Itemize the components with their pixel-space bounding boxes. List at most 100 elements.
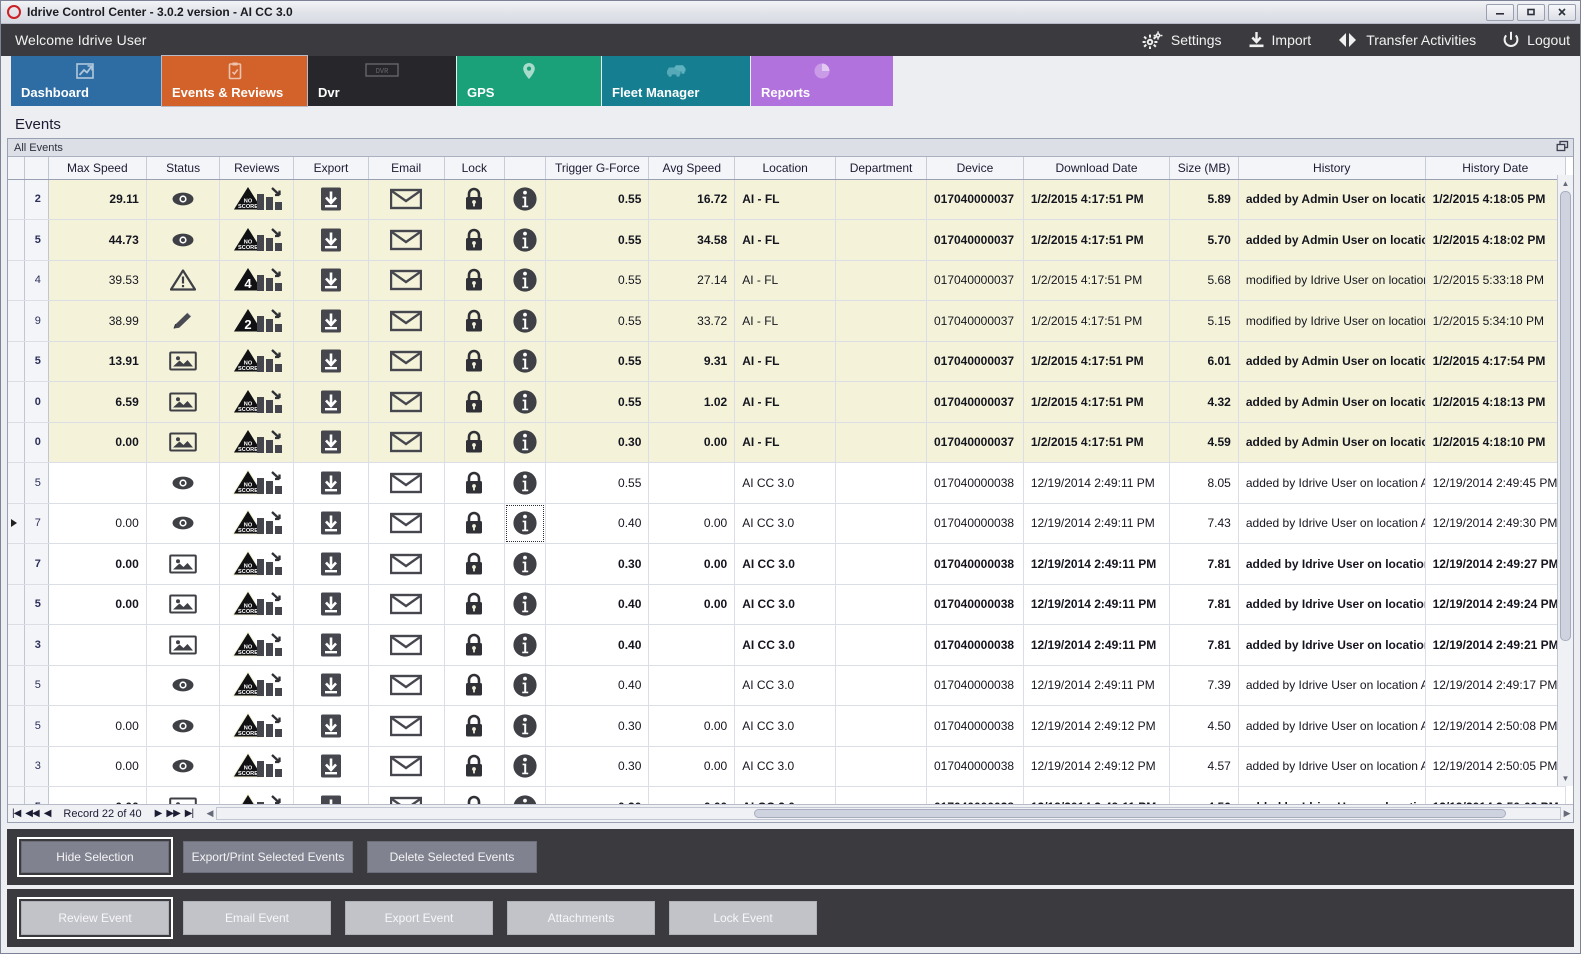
row-selector-cell[interactable] [8, 422, 25, 463]
info-icon[interactable] [512, 510, 538, 536]
info-icon[interactable] [512, 470, 538, 496]
cell-lock[interactable] [444, 219, 506, 261]
export-download-icon[interactable] [319, 713, 343, 739]
cell-reviews[interactable]: 4 [219, 260, 295, 301]
export-download-icon[interactable] [319, 753, 343, 779]
cell-export[interactable] [293, 462, 369, 504]
table-row[interactable]: 5 0.00 NO SCORE 0.40 0.00 AI CC 3.0 01704000003… [8, 584, 1567, 625]
email-envelope-icon[interactable] [390, 553, 423, 575]
email-envelope-icon[interactable] [390, 755, 423, 777]
th-trigger-g-force[interactable]: Trigger G-Force [545, 157, 650, 180]
table-row[interactable]: 7 0.00 NO SCORE 0.30 0.00 AI CC 3.0 01704000003… [8, 543, 1567, 585]
eye-icon[interactable] [170, 230, 196, 250]
image-icon[interactable] [169, 796, 197, 804]
email-envelope-icon[interactable] [390, 350, 423, 372]
info-icon[interactable] [512, 591, 538, 617]
info-icon[interactable] [512, 551, 538, 577]
cell-lock[interactable] [444, 746, 506, 787]
cell-email[interactable] [368, 422, 445, 463]
cell-email[interactable] [368, 543, 445, 585]
table-row[interactable]: 2 29.11 NO SCORE 0.55 16.72 AI - FL 01704000003… [8, 179, 1567, 220]
cell-status[interactable] [146, 746, 221, 787]
export-download-icon[interactable] [319, 672, 343, 698]
cell-email[interactable] [368, 341, 445, 382]
cell-email[interactable] [368, 746, 445, 787]
th-reviews[interactable]: Reviews [219, 157, 295, 180]
eye-icon[interactable] [170, 756, 196, 776]
nav-prev-button[interactable]: ◀ [43, 808, 52, 819]
cell-export[interactable] [293, 179, 369, 220]
cell-email[interactable] [368, 624, 445, 666]
cell-export[interactable] [293, 705, 369, 747]
export-download-icon[interactable] [319, 267, 343, 293]
th-device[interactable]: Device [926, 157, 1024, 180]
cell-export[interactable] [293, 503, 369, 544]
row-selector-cell[interactable] [8, 381, 25, 423]
image-icon[interactable] [169, 431, 197, 453]
export-download-icon[interactable] [319, 632, 343, 658]
lock-icon[interactable] [463, 673, 485, 697]
row-selector-cell[interactable] [8, 786, 25, 804]
row-selector-cell[interactable] [8, 665, 25, 706]
row-selector-cell[interactable] [8, 543, 25, 585]
cell-email[interactable] [368, 300, 445, 342]
eye-icon[interactable] [170, 473, 196, 493]
lock-icon[interactable] [463, 187, 485, 211]
th-max-speed[interactable]: Max Speed [48, 157, 147, 180]
cell-lock[interactable] [444, 462, 506, 504]
info-icon[interactable] [512, 753, 538, 779]
cell-status[interactable] [146, 381, 221, 423]
cell-email[interactable] [368, 786, 445, 804]
export-download-icon[interactable] [319, 389, 343, 415]
cell-status[interactable] [146, 705, 221, 747]
email-envelope-icon[interactable] [390, 796, 423, 804]
cell-info[interactable] [504, 381, 547, 423]
info-icon[interactable] [512, 227, 538, 253]
th-avg-speed[interactable]: Avg Speed [648, 157, 736, 180]
cell-info[interactable] [504, 462, 547, 504]
th-location[interactable]: Location [734, 157, 837, 180]
lock-icon[interactable] [463, 349, 485, 373]
table-row[interactable]: 5 NO SCORE 0.55 AI CC 3.0 017040000038 12/19/2… [8, 462, 1567, 504]
lock-icon[interactable] [463, 471, 485, 495]
cell-lock[interactable] [444, 179, 506, 220]
cell-lock[interactable] [444, 260, 506, 301]
email-envelope-icon[interactable] [390, 593, 423, 615]
cell-status[interactable] [146, 665, 221, 706]
export-download-icon[interactable] [319, 591, 343, 617]
cell-export[interactable] [293, 584, 369, 625]
cell-info[interactable] [504, 624, 547, 666]
email-envelope-icon[interactable] [390, 634, 423, 656]
lock-icon[interactable] [463, 268, 485, 292]
cell-lock[interactable] [444, 503, 506, 544]
cell-status[interactable] [146, 219, 221, 261]
cell-status[interactable] [146, 543, 221, 585]
import-button[interactable]: Import [1248, 31, 1311, 49]
th-email[interactable]: Email [368, 157, 445, 180]
cell-status[interactable] [146, 300, 221, 342]
export-download-icon[interactable] [319, 348, 343, 374]
table-row[interactable]: 5 NO SCORE 0.40 AI CC 3.0 017040000038 12/19/2… [8, 665, 1567, 706]
lock-icon[interactable] [463, 592, 485, 616]
pencil-icon[interactable] [170, 310, 196, 332]
row-selector-cell[interactable] [8, 300, 25, 342]
row-selector-cell[interactable] [8, 260, 25, 301]
nav-next-button[interactable]: ▶ [154, 808, 163, 819]
export-download-icon[interactable] [319, 510, 343, 536]
cell-status[interactable] [146, 786, 221, 804]
info-icon[interactable] [512, 713, 538, 739]
email-envelope-icon[interactable] [390, 472, 423, 494]
cell-export[interactable] [293, 341, 369, 382]
transfer-activities-button[interactable]: Transfer Activities [1337, 31, 1476, 49]
horizontal-scrollbar[interactable]: ◀ ▶ [204, 807, 1573, 821]
